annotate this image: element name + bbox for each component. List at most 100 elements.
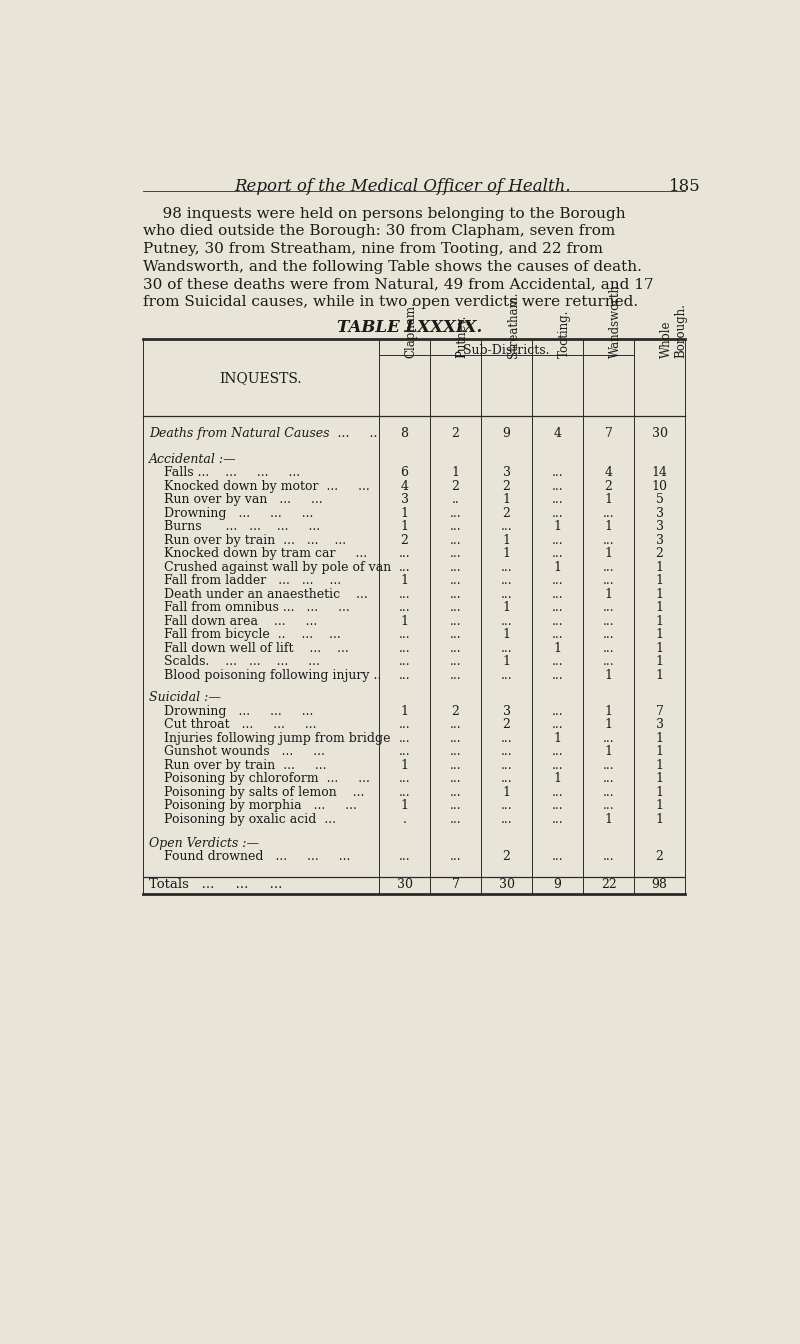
- Text: ...: ...: [450, 731, 462, 745]
- Text: Injuries following jump from bridge: Injuries following jump from bridge: [164, 731, 391, 745]
- Text: 3: 3: [656, 534, 664, 547]
- Text: ...: ...: [398, 771, 410, 785]
- Text: 9: 9: [554, 878, 562, 891]
- Text: ...: ...: [552, 507, 563, 520]
- Text: ...: ...: [398, 655, 410, 668]
- Text: ...: ...: [450, 813, 462, 825]
- Text: 98 inquests were held on persons belonging to the Borough: 98 inquests were held on persons belongi…: [142, 207, 626, 220]
- Text: 2: 2: [451, 427, 459, 441]
- Text: 9: 9: [502, 427, 510, 441]
- Text: ...: ...: [398, 547, 410, 560]
- Text: ...: ...: [398, 718, 410, 731]
- Text: Knocked down by motor  ...     ...: Knocked down by motor ... ...: [164, 480, 370, 493]
- Text: ...: ...: [602, 655, 614, 668]
- Text: ...: ...: [450, 587, 462, 601]
- Text: Run over by van   ...     ...: Run over by van ... ...: [164, 493, 323, 507]
- Text: ...: ...: [501, 813, 512, 825]
- Text: ...: ...: [450, 628, 462, 641]
- Text: 10: 10: [652, 480, 668, 493]
- Text: ...: ...: [602, 507, 614, 520]
- Text: ...: ...: [552, 574, 563, 587]
- Text: ...: ...: [398, 731, 410, 745]
- Text: ...: ...: [501, 641, 512, 655]
- Text: Wandsworth.: Wandsworth.: [609, 280, 622, 358]
- Text: ...: ...: [552, 628, 563, 641]
- Text: ...: ...: [450, 547, 462, 560]
- Text: Scalds.    ...   ...    ...     ...: Scalds. ... ... ... ...: [164, 655, 320, 668]
- Text: ...: ...: [501, 731, 512, 745]
- Text: ...: ...: [552, 493, 563, 507]
- Text: Run over by train  ...     ...: Run over by train ... ...: [164, 758, 327, 771]
- Text: ...: ...: [552, 800, 563, 812]
- Text: ...: ...: [501, 771, 512, 785]
- Text: 1: 1: [656, 813, 664, 825]
- Text: 1: 1: [656, 655, 664, 668]
- Text: 22: 22: [601, 878, 617, 891]
- Text: 1: 1: [605, 520, 613, 534]
- Text: Poisoning by chloroform  ...     ...: Poisoning by chloroform ... ...: [164, 771, 370, 785]
- Text: 4: 4: [605, 466, 613, 480]
- Text: 3: 3: [502, 704, 510, 718]
- Text: Fall down well of lift    ...    ...: Fall down well of lift ... ...: [164, 641, 349, 655]
- Text: 2: 2: [502, 507, 510, 520]
- Text: ...: ...: [501, 574, 512, 587]
- Text: ...: ...: [450, 574, 462, 587]
- Text: 1: 1: [605, 547, 613, 560]
- Text: ...: ...: [602, 641, 614, 655]
- Text: ...: ...: [552, 851, 563, 863]
- Text: Wandsworth, and the following Table shows the causes of death.: Wandsworth, and the following Table show…: [142, 259, 642, 274]
- Text: 1: 1: [401, 704, 409, 718]
- Text: ...: ...: [450, 601, 462, 614]
- Text: Poisoning by salts of lemon    ...: Poisoning by salts of lemon ...: [164, 786, 365, 798]
- Text: 1: 1: [554, 520, 562, 534]
- Text: 1: 1: [605, 493, 613, 507]
- Text: 98: 98: [652, 878, 667, 891]
- Text: 30: 30: [652, 427, 668, 441]
- Text: 1: 1: [401, 614, 409, 628]
- Text: 3: 3: [401, 493, 409, 507]
- Text: 30: 30: [498, 878, 514, 891]
- Text: 6: 6: [401, 466, 409, 480]
- Text: ...: ...: [450, 655, 462, 668]
- Text: ...: ...: [602, 614, 614, 628]
- Text: 1: 1: [656, 800, 664, 812]
- Text: 2: 2: [605, 480, 613, 493]
- Text: 3: 3: [656, 507, 664, 520]
- Text: Gunshot wounds   ...     ...: Gunshot wounds ... ...: [164, 745, 325, 758]
- Text: 7: 7: [656, 704, 663, 718]
- Text: ...: ...: [501, 560, 512, 574]
- Text: TABLE LXXXIX.: TABLE LXXXIX.: [338, 319, 482, 336]
- Text: ...: ...: [398, 668, 410, 681]
- Text: 1: 1: [502, 786, 510, 798]
- Text: ...: ...: [552, 466, 563, 480]
- Text: Crushed against wall by pole of van: Crushed against wall by pole of van: [164, 560, 391, 574]
- Text: ...: ...: [552, 655, 563, 668]
- Text: Fall from bicycle  ..    ...    ...: Fall from bicycle .. ... ...: [164, 628, 341, 641]
- Text: 1: 1: [502, 534, 510, 547]
- Text: ...: ...: [552, 718, 563, 731]
- Text: ..: ..: [452, 493, 459, 507]
- Text: Fall from omnibus ...   ...     ...: Fall from omnibus ... ... ...: [164, 601, 350, 614]
- Text: Streatham.: Streatham.: [506, 292, 519, 358]
- Text: 1: 1: [656, 758, 664, 771]
- Text: ...: ...: [552, 758, 563, 771]
- Text: Blood poisoning following injury ..: Blood poisoning following injury ..: [164, 668, 382, 681]
- Text: 1: 1: [656, 786, 664, 798]
- Text: ...: ...: [450, 851, 462, 863]
- Text: ...: ...: [398, 601, 410, 614]
- Text: ...: ...: [450, 614, 462, 628]
- Text: Poisoning by morphia   ...     ...: Poisoning by morphia ... ...: [164, 800, 357, 812]
- Text: ...: ...: [602, 731, 614, 745]
- Text: 1: 1: [502, 547, 510, 560]
- Text: Falls ...    ...     ...     ...: Falls ... ... ... ...: [164, 466, 301, 480]
- Text: 30: 30: [397, 878, 413, 891]
- Text: 1: 1: [656, 614, 664, 628]
- Text: 7: 7: [451, 878, 459, 891]
- Text: ...: ...: [450, 745, 462, 758]
- Text: Poisoning by oxalic acid  ...: Poisoning by oxalic acid ...: [164, 813, 336, 825]
- Text: Fall down area    ...     ...: Fall down area ... ...: [164, 614, 318, 628]
- Text: from Suicidal causes, while in two open verdicts were returned.: from Suicidal causes, while in two open …: [142, 296, 638, 309]
- Text: ...: ...: [450, 560, 462, 574]
- Text: ...: ...: [398, 628, 410, 641]
- Text: ...: ...: [501, 520, 512, 534]
